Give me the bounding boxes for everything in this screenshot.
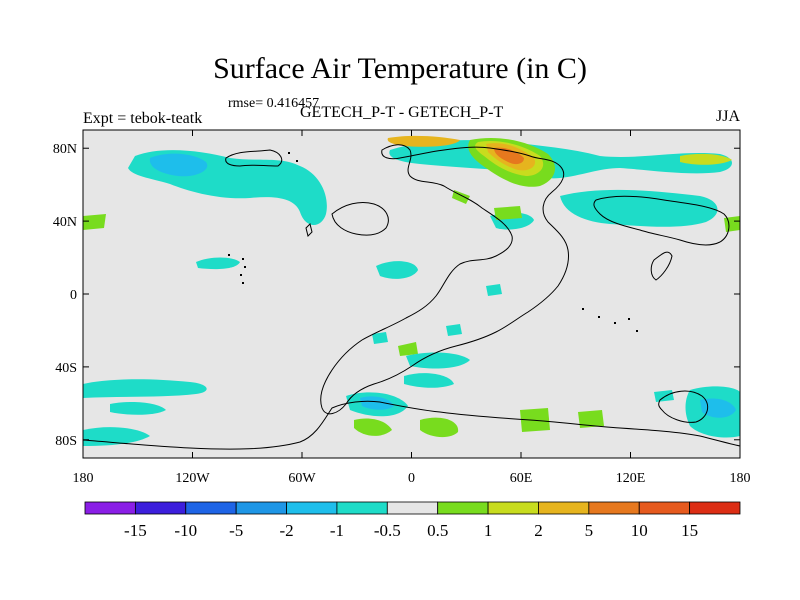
- y-tick-label: 80S: [55, 434, 77, 449]
- colorbar-label: 5: [585, 521, 594, 540]
- anomaly-patch-green-9: [578, 410, 604, 428]
- colorbar-swatch: [235, 501, 287, 515]
- anomaly-patch-cyan-2: [446, 324, 462, 336]
- anomaly-region-south-pacific: [83, 379, 207, 398]
- x-tick-label: 120E: [616, 471, 646, 486]
- x-tick-label: 60W: [288, 471, 316, 486]
- colorbar-label: 1: [484, 521, 493, 540]
- anomaly-region-south-indian: [404, 373, 454, 388]
- dataset-label: GETECH_P-T - GETECH_P-T: [300, 104, 504, 121]
- x-tick-label: 180: [730, 471, 751, 486]
- island-dot: [296, 160, 298, 162]
- colorbar-swatch: [638, 501, 691, 515]
- small-islands: [228, 152, 638, 332]
- colorbar-swatch: [84, 501, 136, 515]
- y-tick-label: 0: [70, 288, 77, 303]
- colorbar-label: 15: [681, 521, 698, 540]
- anomaly-patch-green-7: [354, 418, 392, 436]
- x-tick-label: 60E: [510, 471, 533, 486]
- colorbar-swatch: [437, 501, 489, 515]
- coastline-north-america: [225, 149, 283, 167]
- colorbar-swatch: [386, 501, 439, 515]
- coastline-north-east-block: [593, 195, 730, 246]
- colorbar-label: -5: [229, 521, 243, 540]
- y-tick-label: 80N: [53, 142, 77, 157]
- x-tick-label: 0: [408, 471, 415, 486]
- island-dot: [242, 282, 244, 284]
- anomaly-patch-green-3: [494, 206, 522, 220]
- y-tick-label: 40N: [53, 215, 77, 230]
- y-tick-label: 40S: [55, 361, 77, 376]
- x-axis: 180 120W 60W 0 60E 120E 180: [73, 130, 751, 486]
- x-tick-label: 120W: [175, 471, 210, 486]
- colorbar-swatch: [689, 501, 741, 515]
- anomaly-region-east-arctic: [680, 153, 732, 165]
- colorbar-swatch: [588, 501, 640, 515]
- coastline-south-landmass: [83, 400, 740, 458]
- anomaly-region-arctic-orange-west: [387, 135, 460, 147]
- colorbar-label: 2: [534, 521, 543, 540]
- y-axis: 80N 40N 0 40S 80S: [53, 142, 740, 449]
- coastlines: [83, 144, 740, 458]
- coastline-pangea-main: [320, 144, 569, 415]
- coastline-west-block: [331, 201, 389, 236]
- coastline-south-east: [658, 390, 709, 423]
- colorbar-swatch: [134, 501, 187, 515]
- colorbar-swatch: [487, 501, 539, 515]
- anomaly-region-mid-pacific: [196, 257, 240, 270]
- colorbar-label: -10: [174, 521, 197, 540]
- island-dot: [628, 318, 630, 320]
- island-dot: [228, 254, 230, 256]
- island-dot: [636, 330, 638, 332]
- island-dot: [244, 266, 246, 268]
- colorbar-label: -1: [330, 521, 344, 540]
- anomaly-region-north-pacific-blue: [149, 153, 208, 177]
- anomaly-patch-green-4: [724, 216, 740, 232]
- colorbar-swatch: [336, 501, 388, 515]
- anomaly-patch-cyan-4: [654, 390, 674, 402]
- coastline-east-island: [650, 251, 673, 281]
- colorbar-swatch: [286, 501, 338, 515]
- rmse-label: rmse= 0.416457: [228, 96, 320, 111]
- page-title: Surface Air Temperature (in C): [213, 52, 587, 85]
- island-dot: [582, 308, 584, 310]
- island-dot: [288, 152, 290, 154]
- season-label: JJA: [716, 108, 741, 125]
- colorbar-label: -2: [279, 521, 293, 540]
- temperature-anomaly-fill: [83, 135, 740, 446]
- coastline-pacific-isle: [305, 223, 313, 237]
- anomaly-patch-green-5: [398, 342, 418, 356]
- anomaly-patch-cyan-3: [486, 284, 502, 296]
- anomaly-patch-cyan-1: [372, 332, 388, 344]
- x-tick-label: 180: [73, 471, 94, 486]
- colorbar-swatch: [185, 501, 237, 515]
- anomaly-region-south-atlantic-blue: [360, 396, 394, 410]
- anomaly-region-arabia: [376, 261, 418, 279]
- colorbar-label: 10: [631, 521, 648, 540]
- colorbar-swatch: [538, 501, 590, 515]
- colorbar-label: -0.5: [374, 521, 401, 540]
- experiment-label: Expt = tebok-teatk: [83, 110, 203, 127]
- island-dot: [242, 258, 244, 260]
- anomaly-patch-green-1: [83, 214, 106, 230]
- island-dot: [614, 322, 616, 324]
- anomaly-region-southeast-blue: [700, 398, 736, 418]
- island-dot: [598, 316, 600, 318]
- anomaly-region-arctic-dark-orange: [494, 147, 524, 165]
- island-dot: [240, 274, 242, 276]
- colorbar: -15 -10 -5 -2 -1 -0.5 0.5 1 2 5 10 15: [84, 501, 741, 540]
- anomaly-region-south-atlantic: [406, 352, 470, 369]
- anomaly-patch-green-6: [420, 417, 459, 438]
- anomaly-region-south-pacific-3: [110, 402, 166, 415]
- colorbar-label: -15: [124, 521, 147, 540]
- colorbar-label: 0.5: [427, 521, 448, 540]
